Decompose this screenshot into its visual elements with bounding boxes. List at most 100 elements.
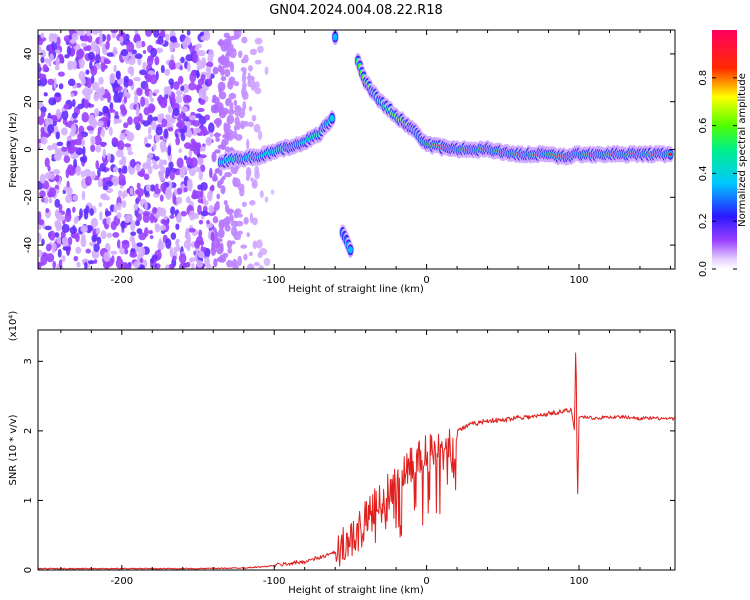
y-tick-label: 40 [23, 48, 34, 61]
noise-speckle [189, 45, 195, 53]
noise-speckle [48, 32, 55, 43]
noise-speckle [39, 190, 46, 198]
noise-speckle [152, 143, 157, 151]
noise-speckle [204, 256, 210, 267]
noise-speckle [116, 255, 122, 261]
noise-speckle [106, 152, 111, 162]
noise-speckle [234, 133, 243, 141]
noise-speckle [216, 193, 221, 200]
noise-speckle [92, 30, 99, 35]
noise-speckle [142, 213, 151, 223]
noise-speckle [208, 205, 215, 214]
noise-speckle [97, 87, 106, 96]
noise-speckle [155, 126, 163, 136]
noise-speckle [110, 250, 118, 255]
noise-speckle [202, 246, 207, 253]
noise-speckle [85, 69, 90, 75]
noise-speckle [124, 214, 131, 224]
noise-speckle [127, 151, 134, 156]
noise-speckle [150, 47, 158, 58]
noise-speckle [253, 261, 260, 267]
noise-speckle [45, 208, 50, 214]
spectrogram-ridge [217, 30, 674, 258]
noise-speckle [80, 42, 88, 48]
noise-speckle [240, 58, 247, 64]
noise-speckle [138, 246, 146, 257]
noise-speckle [106, 33, 111, 42]
spectrogram-y-label: Frequency (Hz) [8, 112, 19, 188]
noise-speckle [136, 213, 143, 222]
noise-speckle [61, 255, 66, 263]
snr-x-ticks: -200 -100 0 100 [60, 330, 671, 587]
noise-speckle [113, 118, 118, 125]
noise-speckle [145, 184, 151, 192]
noise-speckle [115, 71, 121, 80]
noise-speckle [169, 96, 176, 105]
noise-speckle [91, 234, 99, 242]
noise-speckle [175, 214, 182, 223]
noise-speckle [105, 40, 110, 50]
noise-speckle [117, 202, 122, 211]
noise-speckle [99, 36, 103, 47]
noise-speckle [117, 190, 123, 197]
noise-speckle [48, 187, 57, 198]
noise-speckle [172, 107, 180, 117]
noise-speckle [178, 253, 187, 264]
noise-speckle [54, 92, 61, 98]
noise-speckle [127, 116, 133, 125]
noise-speckle [241, 72, 247, 84]
noise-speckle [98, 202, 103, 208]
noise-speckle [61, 127, 68, 136]
noise-speckle [198, 240, 205, 246]
noise-speckle [106, 119, 111, 128]
noise-speckle [116, 212, 122, 219]
noise-speckle [87, 34, 93, 43]
noise-speckle [152, 163, 160, 170]
noise-speckle [101, 177, 107, 188]
noise-speckle [135, 163, 141, 172]
noise-speckle [73, 158, 77, 168]
noise-speckle [58, 215, 65, 221]
noise-speckle [109, 72, 116, 84]
noise-speckle [193, 250, 197, 256]
noise-speckle [204, 114, 211, 121]
noise-speckle [113, 64, 117, 73]
noise-speckle [219, 242, 224, 252]
noise-speckle [112, 232, 120, 238]
noise-speckle [191, 193, 199, 200]
noise-speckle [218, 38, 224, 47]
noise-speckle [188, 82, 197, 91]
noise-speckle [105, 180, 114, 187]
noise-speckle [143, 227, 149, 238]
noise-speckle [252, 217, 258, 226]
snr-y-ticks: 0 1 2 3 [23, 358, 675, 573]
noise-speckle [87, 88, 93, 95]
noise-speckle [244, 218, 249, 224]
noise-speckle [40, 106, 47, 114]
noise-speckle [191, 52, 198, 64]
noise-speckle [250, 177, 254, 182]
noise-speckle [144, 30, 153, 38]
noise-speckle [178, 148, 183, 154]
noise-speckle [38, 219, 45, 226]
noise-speckle [175, 89, 183, 96]
noise-speckle [257, 251, 263, 259]
noise-speckle [184, 131, 192, 137]
noise-speckle [197, 251, 205, 259]
noise-speckle [176, 122, 183, 128]
noise-speckle [223, 57, 229, 66]
noise-speckle [38, 249, 43, 258]
noise-speckle [196, 260, 204, 268]
noise-speckle [120, 49, 129, 57]
noise-speckle [218, 91, 227, 100]
noise-speckle [226, 239, 233, 249]
noise-speckle [41, 238, 45, 246]
noise-speckle [218, 110, 227, 119]
noise-speckle [81, 155, 88, 164]
ridge-core [668, 152, 673, 157]
noise-speckle [90, 217, 99, 228]
noise-speckle [107, 108, 116, 113]
noise-speckle [126, 146, 132, 152]
